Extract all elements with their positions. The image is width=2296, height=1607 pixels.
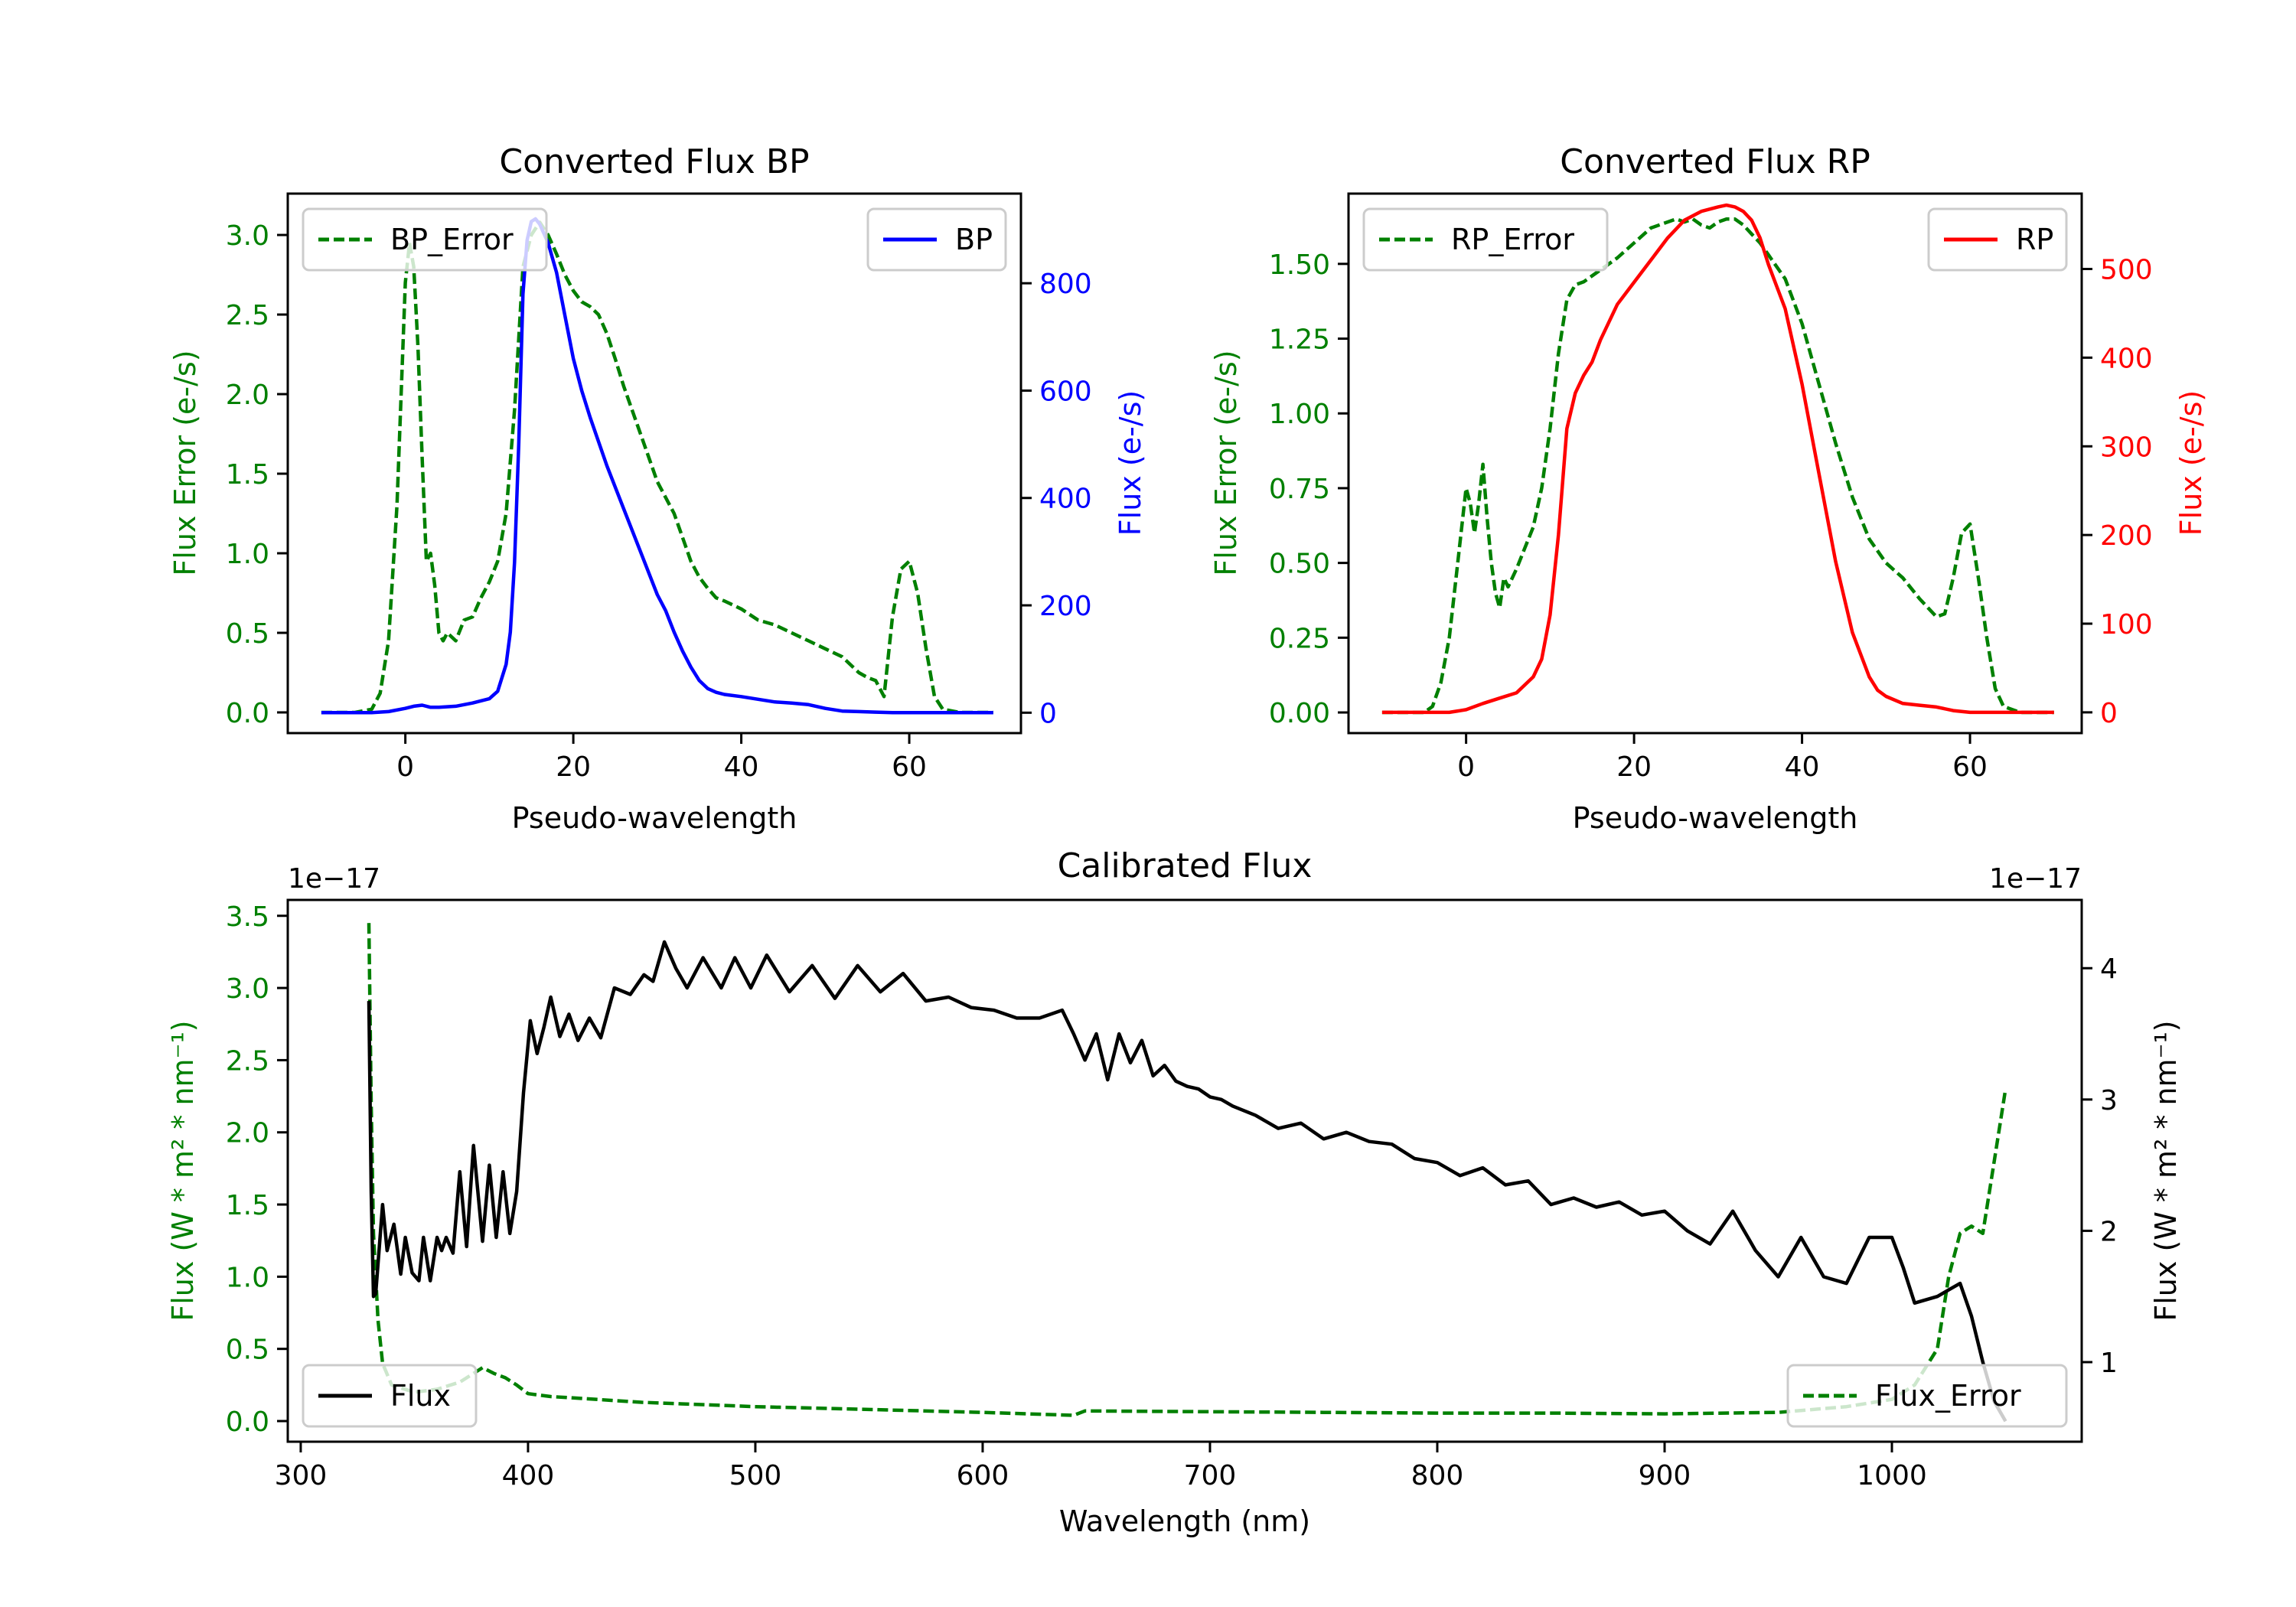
series-line-flux	[367, 940, 2007, 1423]
calibrated-ytick-right-label: 2	[2100, 1216, 2118, 1247]
legend-box	[1362, 207, 1609, 272]
series-line-rp	[1381, 203, 2054, 715]
rp-xtick-label: 60	[1952, 751, 1988, 783]
rp-legend-legend_right: RP	[1927, 207, 2068, 272]
calibrated-xtick-label: 900	[1639, 1460, 1691, 1491]
series-line-bp	[321, 217, 993, 715]
bp-ytick-right-label: 800	[1039, 269, 1092, 300]
rp-title: Converted Flux RP	[1560, 142, 1870, 181]
bp-axes-frame	[286, 192, 1022, 735]
calibrated-ytick-left-label: 0.5	[226, 1335, 269, 1366]
panel-rp: Converted Flux RP Pseudo-wavelength Flux…	[1209, 142, 2208, 835]
bp-legend-legend_right: BP	[866, 207, 1007, 272]
bp-ytick-left-label: 1.0	[226, 539, 269, 570]
bp-ytick-right-label: 600	[1039, 376, 1092, 407]
bp-ytick-left-label: 3.0	[226, 220, 269, 252]
panel-calibrated: Calibrated Flux Wavelength (nm) Flux (W …	[166, 846, 2183, 1538]
legend-box	[302, 1364, 478, 1428]
cal-offset-right: 1e−17	[1989, 863, 2082, 895]
bp-legend-legend_left: BP_Error	[302, 207, 548, 272]
calibrated-ytick-right-label: 4	[2100, 953, 2118, 985]
rp-ytick-right-label: 100	[2100, 609, 2153, 641]
bp-ylabel-right: Flux (e-/s)	[1114, 390, 1147, 536]
rp-xtick-label: 0	[1457, 751, 1475, 783]
series-line-rp-error	[1381, 217, 2054, 715]
rp-ytick-left-label: 0.50	[1269, 549, 1330, 580]
rp-ytick-left-label: 0.00	[1269, 698, 1330, 729]
rp-ytick-right-label: 400	[2100, 343, 2153, 374]
calibrated-ytick-right-label: 1	[2100, 1348, 2118, 1379]
bp-xtick-label: 40	[724, 751, 759, 783]
rp-ytick-left-label: 1.00	[1269, 399, 1330, 430]
rp-ytick-left-label: 1.25	[1269, 324, 1330, 356]
calibrated-legend-legend_left: Flux	[302, 1364, 478, 1428]
calibrated-ytick-left-label: 1.0	[226, 1262, 269, 1293]
legend-label: Flux_Error	[1875, 1379, 2021, 1413]
cal-ylabel-right: Flux (W * m² * nm⁻¹)	[2149, 1020, 2183, 1321]
rp-ytick-right-label: 200	[2100, 520, 2153, 552]
bp-ytick-right-label: 0	[1039, 698, 1057, 729]
calibrated-ytick-right-label: 3	[2100, 1085, 2118, 1116]
bp-ytick-right-label: 200	[1039, 591, 1092, 622]
rp-xtick-label: 20	[1616, 751, 1652, 783]
bp-title: Converted Flux BP	[499, 142, 809, 181]
legend-label: RP_Error	[1451, 223, 1574, 256]
calibrated-ytick-left-label: 0.0	[226, 1407, 269, 1438]
calibrated-axes-frame	[286, 898, 2083, 1443]
cal-xlabel: Wavelength (nm)	[1059, 1504, 1310, 1538]
calibrated-ytick-left-label: 1.5	[226, 1190, 269, 1221]
rp-ytick-right-label: 0	[2100, 698, 2118, 729]
bp-ytick-left-label: 2.0	[226, 380, 269, 411]
legend-box	[1786, 1364, 2068, 1428]
calibrated-ytick-left-label: 2.0	[226, 1118, 269, 1149]
bp-ytick-left-label: 0.5	[226, 618, 269, 650]
calibrated-xtick-label: 1000	[1857, 1460, 1927, 1491]
bp-ytick-left-label: 1.5	[226, 459, 269, 491]
cal-title: Calibrated Flux	[1058, 846, 1313, 885]
bp-xtick-label: 60	[892, 751, 927, 783]
bp-ylabel-left: Flux Error (e-/s)	[168, 350, 202, 575]
rp-xlabel: Pseudo-wavelength	[1573, 801, 1858, 835]
rp-ytick-left-label: 0.75	[1269, 474, 1330, 505]
calibrated-xtick-label: 800	[1411, 1460, 1464, 1491]
legend-label: BP	[955, 223, 993, 256]
rp-ytick-right-label: 500	[2100, 254, 2153, 285]
bp-ytick-right-label: 400	[1039, 484, 1092, 515]
legend-label: BP_Error	[390, 223, 514, 256]
bp-ytick-left-label: 0.0	[226, 698, 269, 729]
calibrated-xtick-label: 300	[275, 1460, 328, 1491]
cal-offset-left: 1e−17	[288, 863, 380, 895]
rp-ylabel-left: Flux Error (e-/s)	[1209, 350, 1243, 575]
bp-xtick-label: 20	[556, 751, 591, 783]
calibrated-legend-legend_right: Flux_Error	[1786, 1364, 2068, 1428]
rp-ylabel-right: Flux (e-/s)	[2174, 390, 2208, 536]
rp-ytick-left-label: 1.50	[1269, 249, 1330, 281]
legend-box	[302, 207, 548, 272]
bp-ytick-left-label: 2.5	[226, 300, 269, 331]
calibrated-ytick-left-label: 3.5	[226, 901, 269, 933]
calibrated-xtick-label: 500	[729, 1460, 782, 1491]
rp-ytick-right-label: 300	[2100, 432, 2153, 463]
bp-xtick-label: 0	[396, 751, 414, 783]
rp-xtick-label: 40	[1785, 751, 1820, 783]
calibrated-xtick-label: 700	[1184, 1460, 1237, 1491]
cal-ylabel-left: Flux (W * m² * nm⁻¹)	[166, 1020, 200, 1321]
rp-axes-frame	[1347, 192, 2083, 735]
calibrated-ytick-left-label: 2.5	[226, 1045, 269, 1077]
rp-ytick-left-label: 0.25	[1269, 623, 1330, 654]
legend-label: RP	[2016, 223, 2053, 256]
rp-legend-legend_left: RP_Error	[1362, 207, 1609, 272]
calibrated-xtick-label: 600	[957, 1460, 1009, 1491]
calibrated-xtick-label: 400	[502, 1460, 555, 1491]
panel-bp: Converted Flux BP Pseudo-wavelength Flux…	[168, 142, 1147, 835]
series-line-bp-error	[321, 220, 993, 715]
legend-label: Flux	[390, 1379, 451, 1413]
calibrated-ytick-left-label: 3.0	[226, 973, 269, 1005]
bp-xlabel: Pseudo-wavelength	[512, 801, 797, 835]
